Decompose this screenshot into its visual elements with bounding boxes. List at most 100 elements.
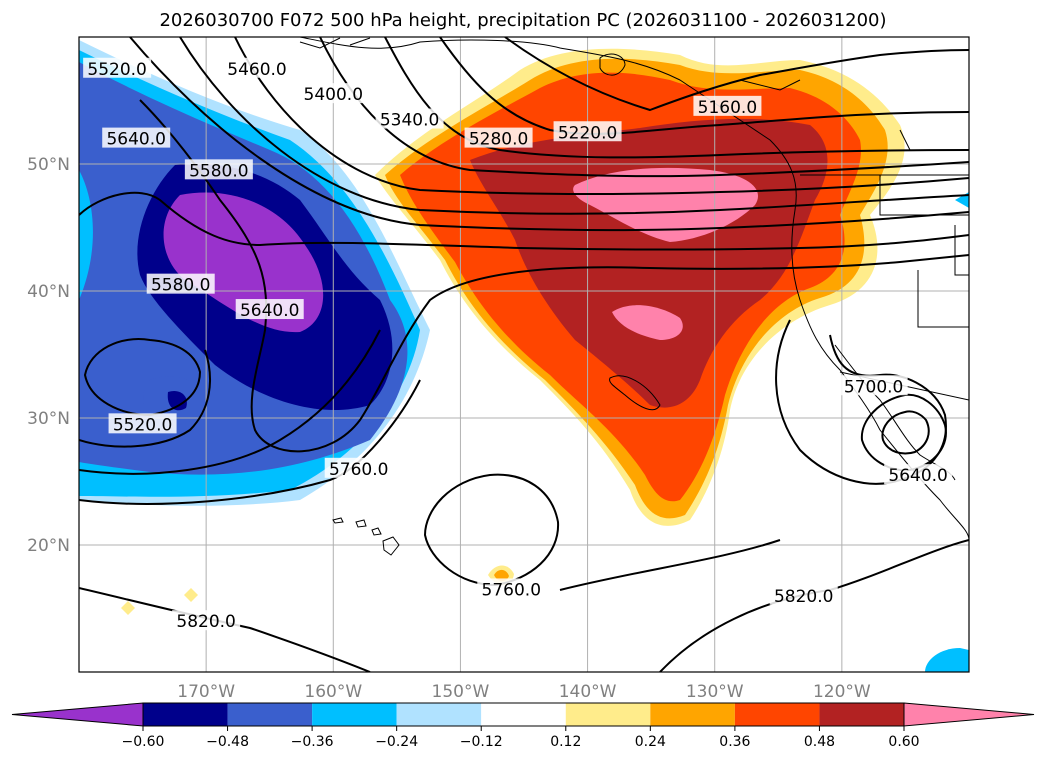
lon-tick-label: 140°W (559, 682, 617, 702)
height-contour-5520-north (129, 37, 969, 232)
lon-tick-label: 160°W (304, 682, 362, 702)
lat-tick-label: 50°N (27, 155, 70, 175)
chart-title: 2026030700 F072 500 hPa height, precipit… (159, 10, 886, 31)
height-contour-5580-ring (881, 410, 930, 455)
precip-area-pink-north (573, 167, 758, 242)
map-border (78, 36, 970, 673)
map-graticule (79, 37, 969, 672)
colorbar-segment (734, 703, 820, 726)
height-contour-label: 5340.0 (380, 111, 439, 131)
lat-tick-label: 20°N (27, 536, 70, 556)
colorbar-outline (142, 702, 905, 727)
lat-tick-label: 30°N (27, 409, 70, 429)
hudson-feature (609, 375, 661, 411)
height-contour-5400 (234, 37, 969, 196)
height-contour-5820-west (79, 587, 371, 672)
contour-label-halo (553, 121, 622, 142)
height-contour-5220 (439, 37, 969, 135)
height-contour-5760-east (559, 539, 781, 591)
colorbar-segment (312, 703, 397, 726)
height-contour-label: 5460.0 (227, 60, 286, 80)
colorbar-segment (396, 703, 482, 726)
precip-area-navy-small (167, 390, 187, 411)
contour-label-halo (172, 610, 241, 631)
colorbar-tick-label: 0.36 (719, 734, 750, 750)
colorbar-tick-label: 0.12 (550, 734, 581, 750)
height-contour-5640-west (139, 99, 969, 453)
precip-area-orange-sw (494, 569, 509, 582)
lat-tick-label: 40°N (27, 282, 70, 302)
height-contour-5760-west (79, 379, 421, 505)
colorbar-tick-label: −0.48 (206, 734, 249, 750)
height-contour-label: 5220.0 (558, 123, 617, 143)
contour-label-halo (464, 127, 533, 148)
colorbar-tick-label: −0.24 (375, 734, 418, 750)
lon-tick-label: 120°W (813, 682, 871, 702)
longitude-labels: 170°W 160°W 150°W 140°W 130°W 120°W (177, 682, 871, 702)
colorbar-tick-label: 0.48 (804, 734, 835, 750)
contour-label-halo (769, 584, 838, 605)
height-contour-label: 5160.0 (698, 98, 757, 118)
contour-label-halo (108, 413, 177, 434)
height-contour-label: 5520.0 (113, 415, 172, 435)
height-contour-label: 5820.0 (176, 612, 235, 632)
precip-area-violet (163, 192, 324, 333)
colorbar: −0.60 −0.48 −0.36 −0.24 −0.12 0.12 0.24 0.36 0.4… (11, 702, 1035, 750)
height-contours (79, 37, 969, 672)
colorbar-segment (650, 703, 735, 726)
contour-label-halo (299, 83, 368, 104)
contour-label-halo (884, 464, 953, 485)
colorbar-segment (227, 703, 313, 726)
colorbar-extend-low (11, 702, 144, 727)
contour-label-halo (102, 127, 171, 148)
colorbar-tick-label: 0.24 (635, 734, 666, 750)
height-contour-label: 5640.0 (240, 301, 299, 321)
height-contour-5460 (179, 37, 969, 215)
contour-label-halo (184, 159, 253, 180)
colorbar-tick-label: 0.60 (888, 734, 919, 750)
colorbar-segment (565, 703, 651, 726)
height-contour-5160 (504, 37, 969, 112)
precip-area-yellow-dot2 (184, 588, 198, 602)
colorbar-segment (143, 703, 228, 726)
height-contour-label: 5820.0 (774, 587, 833, 607)
colorbar-tick-label: −0.12 (460, 734, 503, 750)
lon-tick-label: 150°W (432, 682, 490, 702)
colorbar-extend-high (903, 702, 1035, 727)
height-contour-5580-low (79, 349, 211, 448)
contour-label-halo (146, 273, 215, 294)
lon-tick-label: 130°W (686, 682, 744, 702)
height-contour-5580 (79, 191, 969, 251)
island-cluster-north (599, 53, 626, 76)
contour-label-halo (693, 95, 762, 116)
height-contour-label: 5760.0 (329, 460, 388, 480)
height-contour-labels: 5520.0 5460.0 5400.0 5340.0 5280.0 5220.0 5160… (83, 57, 953, 632)
contour-label-halo (477, 578, 546, 599)
height-contour-label: 5640.0 (106, 130, 165, 150)
contour-label-halo (324, 457, 393, 478)
coastline-alaska-islands (299, 37, 911, 151)
colorbar-tick-label: −0.36 (291, 734, 334, 750)
height-contour-5700 (79, 329, 381, 475)
height-contour-label: 5700.0 (844, 377, 903, 397)
height-contour-label: 5640.0 (888, 466, 947, 486)
precip-area-yellow-dot1 (121, 601, 135, 615)
height-contour-label: 5280.0 (469, 130, 528, 150)
contour-label-halo (235, 299, 304, 320)
precip-area-pink-south (612, 305, 683, 340)
lon-tick-label: 170°W (177, 682, 235, 702)
colorbar-segment (481, 703, 566, 726)
height-contour-label: 5760.0 (482, 580, 541, 600)
height-contour-label: 5580.0 (189, 161, 248, 181)
contour-label-halo (839, 375, 908, 396)
latitude-labels: 20°N 30°N 40°N 50°N (27, 155, 70, 556)
precip-area-cyan-se (925, 648, 969, 672)
height-contour-label: 5400.0 (304, 85, 363, 105)
contour-label-halo (83, 57, 152, 78)
hawaii-islands (332, 517, 400, 556)
contour-label-halo (223, 57, 291, 78)
map-panel: 20°N 30°N 40°N 50°N 170°W 160°W 150°W 140°W 130… (27, 36, 970, 702)
colorbar-segment (819, 703, 904, 726)
height-contour-label: 5520.0 (87, 60, 146, 80)
